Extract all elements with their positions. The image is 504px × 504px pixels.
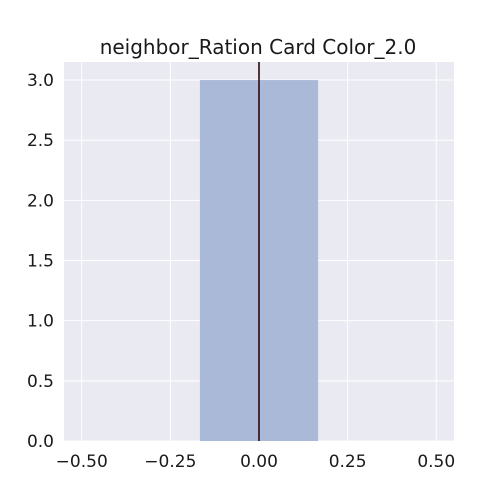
y-tick-label-4: 2.0 bbox=[27, 191, 54, 211]
x-tick-label-4: 0.50 bbox=[417, 452, 455, 472]
x-tick-label-1: −0.25 bbox=[144, 452, 196, 472]
y-tick-label-2: 1.0 bbox=[27, 312, 54, 332]
y-tick-label-5: 2.5 bbox=[27, 131, 54, 151]
chart-title: neighbor_Ration Card Color_2.0 bbox=[100, 35, 417, 59]
x-tick-label-0: −0.50 bbox=[56, 452, 108, 472]
y-tick-label-3: 1.5 bbox=[27, 252, 54, 272]
x-tick-label-2: 0.00 bbox=[240, 452, 278, 472]
y-tick-label-1: 0.5 bbox=[27, 372, 54, 392]
x-axis-ticks: −0.50 −0.25 0.00 0.25 0.50 bbox=[56, 452, 456, 472]
y-tick-label-0: 0.0 bbox=[27, 432, 54, 452]
y-tick-label-6: 3.0 bbox=[27, 71, 54, 91]
x-tick-label-3: 0.25 bbox=[329, 452, 367, 472]
y-axis-ticks: 0.0 0.5 1.0 1.5 2.0 2.5 3.0 bbox=[27, 71, 54, 452]
